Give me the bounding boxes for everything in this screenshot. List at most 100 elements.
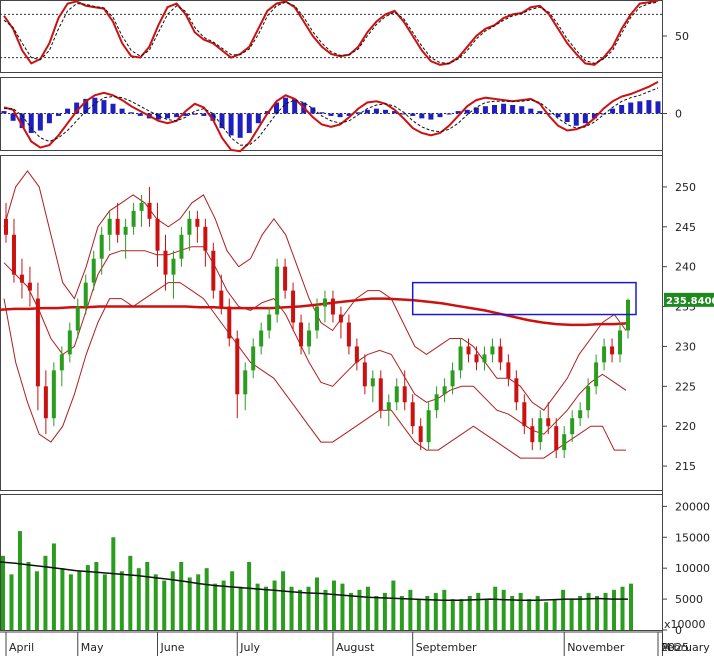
volume-bar	[535, 596, 540, 630]
price-ytick-label: 240	[675, 261, 696, 274]
macd-histogram-bar	[110, 103, 116, 114]
volume-bar	[595, 596, 600, 630]
macd-histogram-bar	[137, 113, 143, 116]
candle-body	[418, 426, 423, 443]
volume-bar	[459, 599, 464, 630]
candle-body	[267, 314, 272, 331]
candle-body	[450, 370, 455, 387]
volume-bar	[518, 592, 523, 630]
volume-bar	[85, 565, 90, 630]
macd-histogram-bar	[446, 113, 452, 115]
candle-body	[219, 290, 224, 307]
candle-body	[123, 226, 128, 235]
macd-histogram-bar	[355, 112, 361, 114]
stochastic-k-line	[3, 0, 659, 66]
candle-body	[538, 418, 543, 443]
volume-bar	[238, 586, 243, 630]
candle-body	[578, 410, 583, 419]
candle-body	[155, 218, 160, 251]
candle-body	[139, 202, 144, 211]
candle-body	[586, 386, 591, 411]
volume-ytick-label: 5000	[675, 593, 703, 606]
candle-body	[163, 250, 168, 275]
volume-bar	[493, 586, 498, 630]
volume-bar	[408, 589, 413, 630]
macd-histogram-bar	[564, 113, 570, 123]
volume-bar	[221, 580, 226, 630]
macd-histogram-bar	[101, 100, 107, 114]
macd-histogram-bar	[437, 113, 443, 118]
candle-body	[275, 266, 280, 315]
macd-histogram-bar	[46, 113, 52, 124]
candle-body	[227, 306, 232, 339]
macd-histogram-bar	[246, 113, 252, 133]
macd-histogram-bar	[555, 113, 561, 118]
volume-bar	[34, 571, 39, 630]
volume-bar	[289, 586, 294, 630]
macd-histogram-bar	[192, 113, 198, 115]
volume-bar	[620, 586, 625, 630]
macd-histogram-bar	[219, 113, 225, 129]
volume-bar	[612, 589, 617, 630]
candle-body	[315, 306, 319, 331]
volume-bar	[357, 589, 362, 630]
macd-histogram-bar	[591, 113, 597, 119]
candle-body	[354, 346, 359, 363]
macd-histogram-bar	[519, 106, 525, 114]
candle-body	[43, 386, 48, 419]
candle-body	[370, 378, 375, 387]
macd-histogram-bar	[610, 108, 616, 114]
volume-bar	[433, 592, 438, 630]
candle-body	[35, 298, 40, 387]
candle-body	[107, 218, 112, 235]
macd-histogram-bar	[601, 113, 606, 115]
volume-bar	[561, 589, 566, 630]
price-ytick-label: 220	[675, 420, 696, 433]
x-tick-label: February	[661, 641, 710, 654]
volume-bar	[1, 555, 5, 630]
volume-bar	[391, 580, 396, 630]
macd-histogram-bar	[92, 97, 98, 114]
volume-bar	[306, 586, 311, 630]
macd-histogram-bar	[283, 97, 289, 114]
macd-histogram-bar	[319, 112, 325, 114]
macd-histogram-bar	[337, 113, 343, 118]
volume-bar	[510, 596, 515, 630]
volume-bar	[340, 583, 345, 630]
macd-histogram-bar	[501, 103, 507, 114]
macd-histogram-bar	[464, 109, 470, 114]
candle-body	[394, 386, 399, 403]
macd-histogram-bar	[28, 113, 34, 133]
macd-histogram-bar	[210, 113, 216, 121]
volume-bar	[247, 562, 252, 630]
x-tick-label: September	[416, 641, 477, 654]
candle-body	[434, 394, 439, 411]
volume-bar	[552, 599, 557, 630]
volume-bar	[442, 589, 447, 630]
candle-body	[466, 346, 471, 355]
candle-body	[83, 282, 88, 307]
bollinger-upper	[3, 170, 627, 411]
candle-body	[203, 226, 208, 251]
candle-body	[362, 362, 367, 387]
macd-histogram-bar	[573, 113, 579, 126]
candle-body	[235, 338, 240, 395]
volume-bar	[467, 596, 472, 630]
volume-bar	[569, 599, 574, 630]
volume-bar	[331, 580, 336, 630]
macd-histogram-bar	[165, 113, 170, 119]
volume-bar	[136, 568, 141, 630]
volume-bar	[264, 586, 269, 630]
volume-bar	[230, 571, 235, 630]
macd-histogram-bar	[492, 104, 497, 114]
volume-bar	[450, 599, 455, 630]
candle-body	[243, 370, 248, 395]
bollinger-lower	[3, 282, 626, 459]
volume-bar	[501, 589, 506, 630]
candle-body	[51, 370, 56, 419]
x-tick-label: M	[661, 641, 671, 654]
candle-body	[211, 250, 216, 291]
volume-bar	[51, 543, 56, 630]
